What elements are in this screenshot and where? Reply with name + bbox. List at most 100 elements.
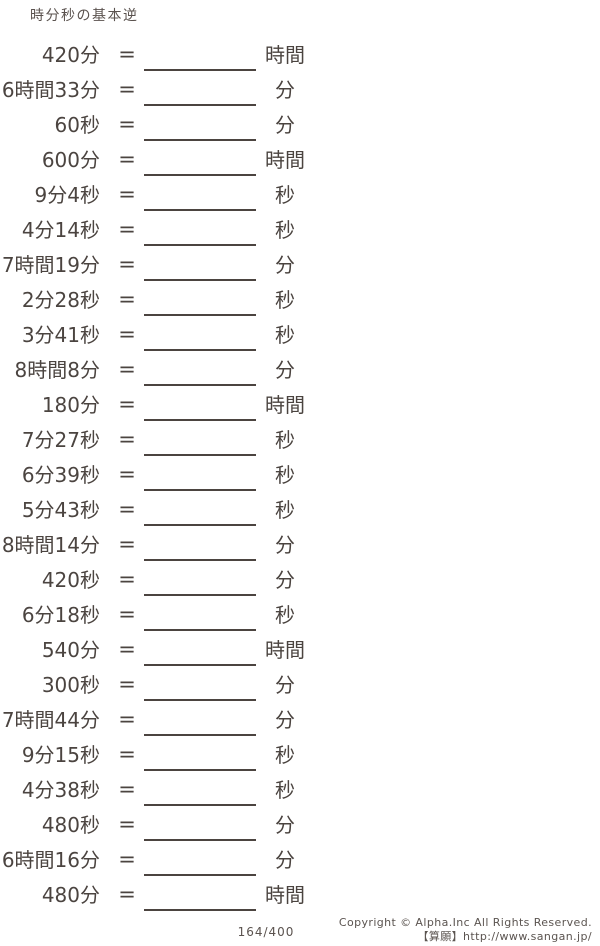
problem-given-value: 180分 [41,393,100,417]
answer-unit: 時間 [265,148,305,172]
equals-sign: = [118,811,136,836]
answer-unit: 秒 [275,463,295,487]
problem-given-value: 420分 [41,43,100,67]
answer-blank [144,71,256,106]
answer-unit: 秒 [275,778,295,802]
problem-row: 8時間8分 = 分 [0,351,600,386]
equals-sign: = [118,566,136,591]
problem-row: 4分14秒 = 秒 [0,211,600,246]
equals-sign: = [118,216,136,241]
answer-blank [144,141,256,176]
problem-row: 540分 = 時間 [0,631,600,666]
answer-unit: 時間 [265,43,305,67]
answer-unit: 秒 [275,288,295,312]
problem-row: 180分 = 時間 [0,386,600,421]
equals-sign: = [118,496,136,521]
problem-row: 420秒 = 分 [0,561,600,596]
problem-given-value: 6分18秒 [21,603,100,627]
equals-sign: = [118,461,136,486]
problem-row: 5分43秒 = 秒 [0,491,600,526]
page-number: 164/400 [237,925,295,939]
problem-row: 600分 = 時間 [0,141,600,176]
answer-unit: 時間 [265,638,305,662]
answer-unit: 秒 [275,498,295,522]
problem-row: 6分39秒 = 秒 [0,456,600,491]
answer-blank [144,806,256,841]
problem-row: 3分41秒 = 秒 [0,316,600,351]
equals-sign: = [118,881,136,906]
problem-given-value: 2分28秒 [21,288,100,312]
equals-sign: = [118,776,136,801]
answer-unit: 分 [275,358,295,382]
problem-given-value: 5分43秒 [21,498,100,522]
answer-unit: 分 [275,673,295,697]
site-url-text: 【算願】http://www.sangan.jp/ [417,930,592,943]
problem-given-value: 6時間33分 [1,78,100,102]
problem-row: 420分 = 時間 [0,36,600,71]
problem-given-value: 6時間16分 [1,848,100,872]
problem-given-value: 60秒 [54,113,100,137]
equals-sign: = [118,601,136,626]
answer-unit: 分 [275,708,295,732]
answer-blank [144,351,256,386]
answer-blank [144,701,256,736]
answer-blank [144,281,256,316]
answer-blank [144,316,256,351]
problem-row: 7時間19分 = 分 [0,246,600,281]
answer-unit: 分 [275,848,295,872]
answer-blank [144,176,256,211]
answer-blank [144,106,256,141]
problem-given-value: 9分15秒 [21,743,100,767]
problem-row: 9分15秒 = 秒 [0,736,600,771]
equals-sign: = [118,531,136,556]
problem-row: 7分27秒 = 秒 [0,421,600,456]
answer-blank [144,526,256,561]
answer-blank [144,666,256,701]
answer-blank [144,631,256,666]
problem-given-value: 4分14秒 [21,218,100,242]
answer-unit: 秒 [275,183,295,207]
problem-given-value: 9分4秒 [34,183,100,207]
equals-sign: = [118,741,136,766]
answer-blank [144,596,256,631]
answer-unit: 分 [275,568,295,592]
equals-sign: = [118,426,136,451]
answer-unit: 秒 [275,323,295,347]
footer: Copyright © Alpha.Inc All Rights Reserve… [339,916,592,944]
equals-sign: = [118,76,136,101]
equals-sign: = [118,111,136,136]
equals-sign: = [118,706,136,731]
equals-sign: = [118,636,136,661]
problem-given-value: 3分41秒 [21,323,100,347]
problem-row: 480分 = 時間 [0,876,600,911]
problem-row: 2分28秒 = 秒 [0,281,600,316]
answer-unit: 分 [275,78,295,102]
problem-row: 6時間16分 = 分 [0,841,600,876]
problem-row: 7時間44分 = 分 [0,701,600,736]
equals-sign: = [118,846,136,871]
problem-row: 60秒 = 分 [0,106,600,141]
answer-blank [144,456,256,491]
problem-given-value: 8時間14分 [1,533,100,557]
equals-sign: = [118,356,136,381]
problem-row: 6分18秒 = 秒 [0,596,600,631]
answer-blank [144,421,256,456]
equals-sign: = [118,251,136,276]
equals-sign: = [118,41,136,66]
problem-given-value: 4分38秒 [21,778,100,802]
problem-given-value: 7時間44分 [1,708,100,732]
equals-sign: = [118,146,136,171]
equals-sign: = [118,321,136,346]
equals-sign: = [118,671,136,696]
equals-sign: = [118,391,136,416]
problem-given-value: 600分 [41,148,100,172]
answer-unit: 分 [275,253,295,277]
page-title: 時分秒の基本逆 [30,8,139,24]
answer-blank [144,561,256,596]
problem-row: 8時間14分 = 分 [0,526,600,561]
answer-unit: 秒 [275,603,295,627]
answer-unit: 分 [275,533,295,557]
answer-blank [144,876,256,911]
answer-blank [144,841,256,876]
